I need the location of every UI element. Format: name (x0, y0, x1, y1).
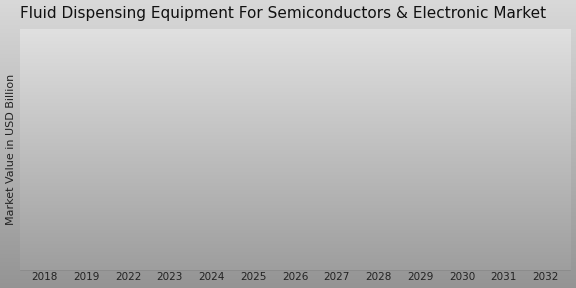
Text: 11.65: 11.65 (156, 158, 184, 168)
Text: 12.68: 12.68 (198, 149, 225, 159)
Bar (156, 169, 184, 270)
Bar (240, 153, 267, 270)
Text: 24.99: 24.99 (532, 43, 559, 53)
Bar (490, 80, 517, 270)
Text: Fluid Dispensing Equipment For Semiconductors & Electronic Market: Fluid Dispensing Equipment For Semicondu… (20, 5, 546, 20)
Bar (73, 190, 100, 270)
Bar (323, 133, 350, 270)
Bar (365, 122, 392, 270)
Bar (448, 98, 476, 270)
Bar (198, 160, 225, 270)
Bar (532, 54, 559, 270)
Y-axis label: Market Value in USD Billion: Market Value in USD Billion (6, 73, 16, 225)
Bar (407, 110, 434, 270)
Bar (282, 143, 309, 270)
Bar (115, 177, 142, 270)
Bar (31, 196, 58, 270)
